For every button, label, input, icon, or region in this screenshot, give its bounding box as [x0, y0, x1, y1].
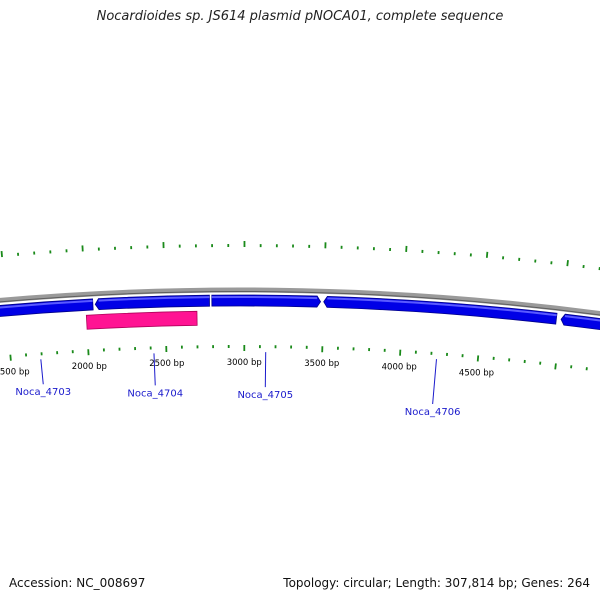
- outer-tick-ring: [0, 241, 600, 271]
- feature-track: [85, 310, 198, 330]
- tick-mark: [566, 260, 569, 267]
- gene-label-noca_4706: Noca_4706: [405, 407, 461, 418]
- gene-arrow-6: [560, 313, 600, 331]
- feature-block-1: [85, 310, 198, 330]
- gene-arrow-5: [323, 295, 558, 325]
- tick-label: 4000 bp: [382, 363, 417, 373]
- tick-label: 2500 bp: [149, 359, 184, 369]
- tick-label: 3000 bp: [227, 358, 262, 368]
- genome-summary-text: Topology: circular; Length: 307,814 bp; …: [283, 576, 590, 590]
- tick-label: 3500 bp: [304, 359, 339, 369]
- gene-label-noca_4704: Noca_4704: [127, 388, 183, 399]
- tick-mark: [554, 363, 557, 370]
- gene-highlight-5: [327, 297, 557, 317]
- map-title: Nocardioides sp. JS614 plasmid pNOCA01, …: [96, 9, 504, 24]
- gene-label-connector: [153, 353, 156, 386]
- gene-arrow-2: [0, 298, 94, 317]
- tick-mark: [476, 355, 480, 362]
- backbone-inner-line: [0, 291, 600, 316]
- backbone-track: [0, 287, 600, 317]
- tick-mark: [9, 354, 12, 361]
- gene-label-connector: [40, 359, 44, 385]
- gene-label-noca_4705: Noca_4705: [237, 390, 293, 401]
- gene-highlight-3: [98, 296, 210, 302]
- gene-highlight-4: [211, 296, 318, 300]
- tick-label: 4500 bp: [459, 368, 494, 378]
- inner-tick-ring: [9, 345, 588, 371]
- backbone-line: [0, 287, 600, 317]
- tick-mark: [485, 251, 489, 258]
- gene-label-connector: [432, 359, 437, 405]
- gene-label-noca_4703: Noca_4703: [15, 387, 71, 398]
- gene-highlight-6: [564, 315, 600, 322]
- gene-highlight-2: [0, 299, 93, 309]
- gene-track: [0, 294, 600, 331]
- tick-mark: [0, 251, 3, 258]
- tick-label: 2000 bp: [72, 362, 107, 372]
- gene-label-group: Noca_4703 Noca_4704 Noca_4705 Noca_4706: [15, 352, 460, 418]
- accession-text: Accession: NC_008697: [9, 576, 146, 590]
- tick-label: 1500 bp: [0, 368, 30, 378]
- tick-label-group: 1500 bp 2000 bp 2500 bp 3000 bp 3500 bp 4000 …: [0, 358, 494, 378]
